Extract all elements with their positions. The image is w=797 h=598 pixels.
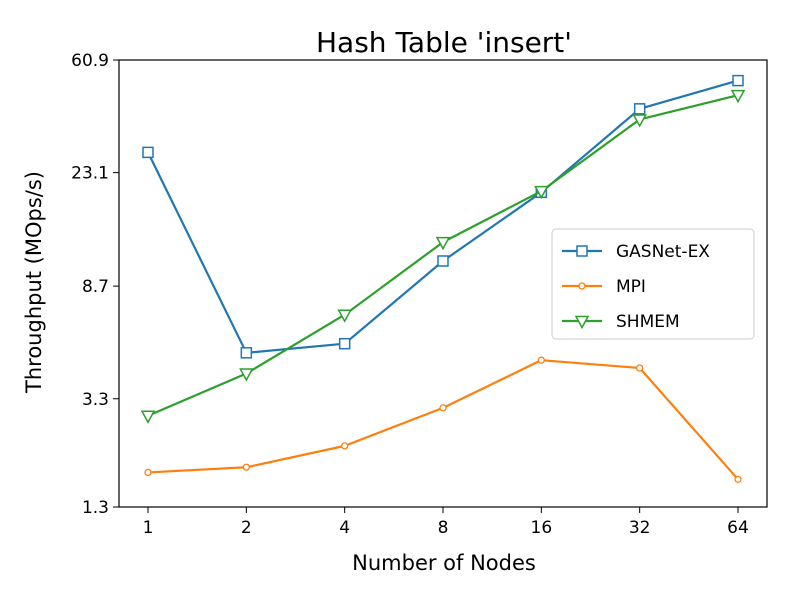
x-tick-label: 64	[727, 518, 749, 538]
y-tick-label: 8.7	[82, 277, 109, 297]
data-point	[633, 103, 646, 115]
x-tick-label: 8	[438, 518, 449, 538]
data-point	[632, 114, 647, 128]
data-point	[144, 468, 152, 477]
data-point	[537, 356, 545, 364]
data-point	[142, 146, 154, 159]
data-point	[242, 463, 250, 471]
x-tick-label: 1	[143, 518, 154, 538]
legend-swatch-marker	[578, 282, 586, 290]
plot-area: 1 2 4 8 16 32 64 1.3 3.3 8.7 23.1 60.9 GASNet-EX MPI S…	[71, 51, 768, 538]
legend-swatch-marker	[576, 245, 588, 257]
data-point	[734, 475, 742, 483]
series-shmem	[140, 89, 746, 424]
y-axis-label: Throughput (MOps/s)	[22, 171, 46, 394]
legend-label: SHMEM	[616, 312, 680, 332]
legend-swatch-marker	[574, 315, 590, 330]
data-point	[140, 410, 156, 424]
y-tick-label: 3.3	[82, 390, 109, 410]
data-point	[435, 236, 451, 251]
series-gasnet-ex	[142, 74, 744, 359]
y-tick-label: 1.3	[82, 498, 109, 518]
data-point	[534, 185, 549, 200]
chart-title: Hash Table 'insert'	[316, 26, 572, 59]
legend-label: MPI	[616, 277, 646, 297]
plot-frame	[118, 59, 768, 508]
x-axis-label: Number of Nodes	[352, 551, 536, 575]
data-point	[341, 442, 349, 450]
data-point	[338, 337, 351, 350]
x-tick-label: 2	[241, 518, 252, 538]
x-tick-label: 32	[629, 518, 651, 538]
data-point	[240, 347, 253, 359]
legend-box	[551, 228, 755, 340]
legend-label: GASNet-EX	[616, 242, 710, 262]
data-point	[730, 89, 746, 104]
data-point	[732, 74, 744, 87]
x-tick-label: 16	[531, 518, 553, 538]
data-point	[439, 404, 447, 412]
data-point	[437, 255, 449, 267]
legend: GASNet-EX MPI SHMEM	[551, 228, 755, 340]
x-tick-label: 4	[339, 518, 350, 538]
data-point	[239, 368, 254, 382]
data-point	[636, 364, 644, 372]
y-tick-label: 60.9	[71, 51, 109, 71]
series-mpi	[144, 356, 742, 483]
data-point	[337, 309, 352, 323]
y-tick-label: 23.1	[71, 164, 109, 184]
